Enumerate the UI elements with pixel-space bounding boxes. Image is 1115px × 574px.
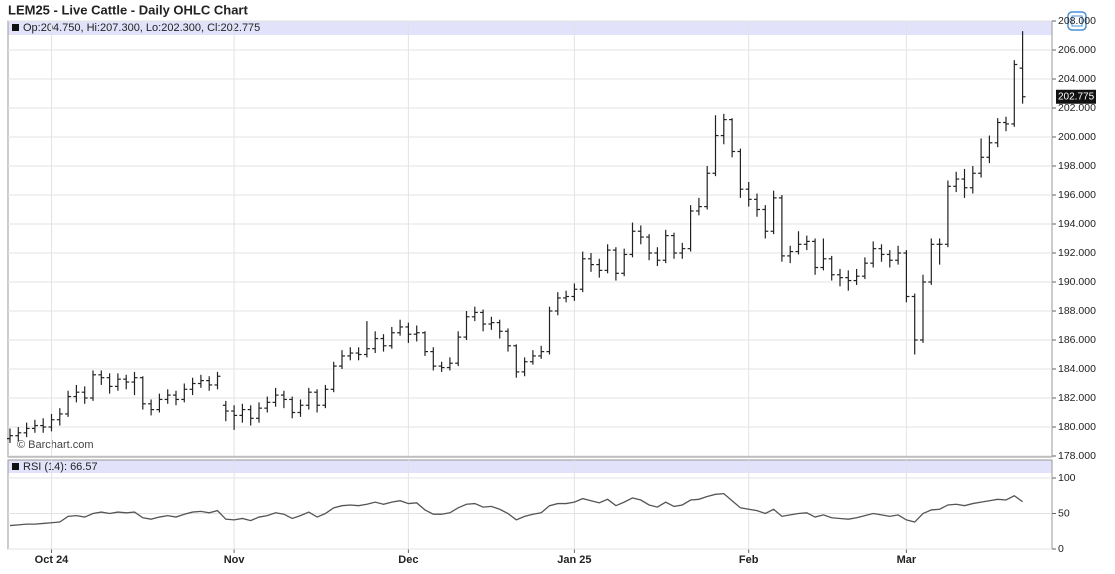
y-tick-label: 182.000 [1058,392,1096,404]
y-tick-label: 192.000 [1058,247,1096,259]
x-tick-label: Mar [897,554,917,566]
y-tick-label: 202.000 [1058,102,1096,114]
y-tick-label: 200.000 [1058,131,1096,143]
rsi-legend-band [8,460,1052,473]
price-label: 202.775 [1058,91,1095,102]
chart-title: LEM25 - Live Cattle - Daily OHLC Chart [8,2,248,17]
legend-band [8,21,1052,35]
y-tick-label: 208.000 [1058,15,1096,27]
y-tick-label: 0 [1058,543,1064,555]
settings-icon[interactable] [1067,11,1087,31]
y-tick-label: 184.000 [1058,363,1096,375]
rsi-legend: RSI (14): 66.57 [23,461,98,473]
y-tick-label: 186.000 [1058,334,1096,346]
x-tick-label: Nov [224,554,246,566]
y-tick-label: 204.000 [1058,73,1096,85]
y-tick-label: 196.000 [1058,189,1096,201]
rsi-legend-icon [12,463,19,470]
legend-icon [12,24,19,31]
y-tick-label: 50 [1058,507,1070,519]
x-tick-label: Jan 25 [557,554,591,566]
y-tick-label: 188.000 [1058,305,1096,317]
x-tick-label: Oct 24 [35,554,70,566]
settings-icon-inner [1071,15,1083,27]
x-tick-label: Dec [398,554,418,566]
y-tick-label: 178.000 [1058,450,1096,462]
y-tick-label: 190.000 [1058,276,1096,288]
price-label-box [1056,89,1096,104]
y-tick-label: 206.000 [1058,44,1096,56]
ohlc-legend: Op:204.750, Hi:207.300, Lo:202.300, Cl:2… [23,22,260,34]
watermark: © Barchart.com [17,439,94,451]
y-tick-label: 198.000 [1058,160,1096,172]
y-tick-label: 180.000 [1058,421,1096,433]
y-tick-label: 100 [1058,472,1076,484]
y-tick-label: 194.000 [1058,218,1096,230]
rsi-line [9,492,1023,527]
x-tick-label: Feb [739,554,759,566]
